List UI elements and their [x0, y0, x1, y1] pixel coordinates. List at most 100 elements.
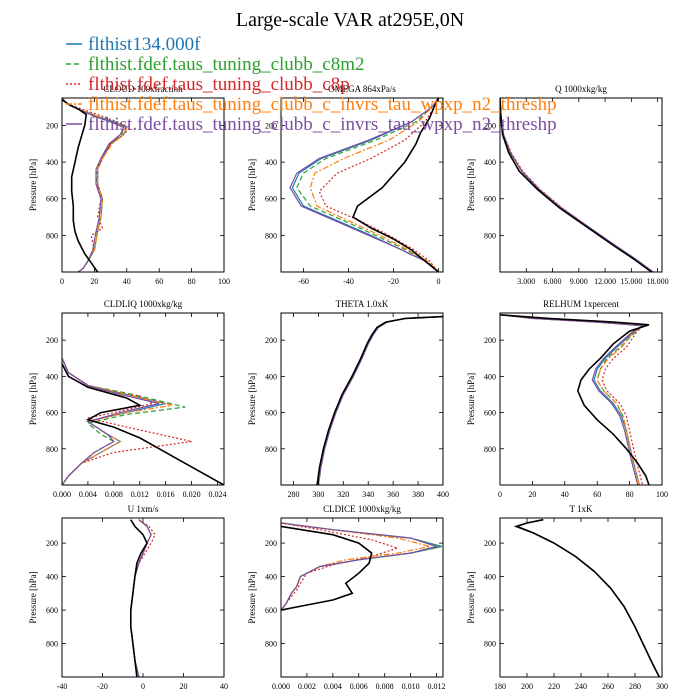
- series-line-3: [317, 316, 443, 485]
- panel-title: CLDICE 1000xkg/kg: [323, 504, 401, 514]
- legend-label: flthist.fdef.taus_tuning_clubb_c_invrs_t…: [88, 94, 557, 115]
- y-tick-label: 800: [265, 640, 277, 649]
- x-tick-label: -20: [97, 682, 108, 691]
- legend-entry-2: flthist.fdef.taus_tuning_clubb_c8p: [66, 74, 350, 95]
- x-tick-label: 12.000: [594, 277, 616, 286]
- x-tick-label: -40: [343, 277, 354, 286]
- x-tick-label: 400: [437, 490, 449, 499]
- series-line-2: [281, 522, 400, 611]
- series-group: [130, 519, 156, 677]
- series-line-0: [62, 358, 166, 485]
- panel-4: 280 300 320 340 360 380 400 200 400 600 800 Pressur…: [247, 299, 449, 499]
- y-tick-label: 800: [265, 231, 277, 240]
- x-tick-label: 0.012: [131, 490, 149, 499]
- x-tick-label: 80: [188, 277, 196, 286]
- legend-label: flthist.fdef.taus_tuning_clubb_c_invrs_t…: [88, 114, 557, 135]
- x-tick-label: 60: [593, 490, 601, 499]
- series-group: [316, 315, 443, 485]
- y-axis-label: Pressure [hPa]: [247, 159, 257, 211]
- series-line-4: [500, 314, 645, 485]
- y-tick-label: 800: [46, 445, 58, 454]
- x-tick-label: 0.006: [350, 682, 368, 691]
- x-tick-label: 0.020: [183, 490, 201, 499]
- series-line-4: [62, 98, 125, 272]
- panel-title: Q 1000xkg/kg: [555, 84, 607, 94]
- y-tick-label: 800: [46, 231, 58, 240]
- x-tick-label: -60: [298, 277, 309, 286]
- y-tick-label: 200: [46, 336, 58, 345]
- series-line-1: [296, 98, 439, 272]
- plot-frame: [280, 517, 444, 678]
- y-axis-label: Pressure [hPa]: [466, 159, 476, 211]
- x-tick-label: 0.012: [428, 682, 446, 691]
- x-tick-label: 360: [387, 490, 399, 499]
- y-tick-label: 400: [484, 372, 496, 381]
- series-line-5: [130, 519, 149, 677]
- series-group: [500, 314, 650, 485]
- y-tick-label: 400: [46, 372, 58, 381]
- panel-1: -60 -40 -20 0 200 400 600 800 Pressure [hPa] OMEG…: [247, 84, 444, 286]
- legend: flthist134.000fflthist.fdef.taus_tuning_…: [66, 34, 557, 135]
- legend-label: flthist.fdef.taus_tuning_clubb_c8m2: [88, 54, 365, 75]
- series-line-2: [317, 316, 443, 485]
- plot-frame: [61, 97, 225, 273]
- series-line-1: [515, 519, 660, 677]
- x-tick-label: 0: [437, 277, 441, 286]
- panel-3: 0.000 0.004 0.008 0.012 0.016 0.020 0.024 200 40…: [28, 299, 227, 499]
- y-tick-label: 400: [484, 158, 496, 167]
- panel-title: CLDLIQ 1000xkg/kg: [104, 299, 183, 309]
- plot-frame: [280, 97, 444, 273]
- series-line-5: [500, 98, 652, 272]
- x-tick-label: 3.000: [517, 277, 535, 286]
- y-tick-label: 800: [484, 445, 496, 454]
- x-tick-label: 100: [218, 277, 230, 286]
- x-tick-label: 20: [90, 277, 98, 286]
- plot-frame: [61, 312, 225, 486]
- panel-title: OMEGA 864xPa/s: [328, 84, 396, 94]
- y-tick-label: 400: [265, 158, 277, 167]
- series-line-4: [281, 522, 439, 611]
- series-line-2: [515, 519, 660, 677]
- y-tick-label: 600: [265, 195, 277, 204]
- series-line-4: [515, 519, 660, 677]
- series-line-1: [281, 522, 442, 611]
- x-tick-label: 0.004: [79, 490, 97, 499]
- x-tick-label: 100: [656, 490, 668, 499]
- series-line-0: [317, 316, 443, 485]
- x-tick-label: 18.000: [647, 277, 669, 286]
- series-group: [500, 98, 654, 272]
- x-tick-label: 320: [337, 490, 349, 499]
- series-line-4: [62, 358, 160, 485]
- x-tick-label: 0: [141, 682, 145, 691]
- series-line-0: [515, 519, 660, 677]
- x-tick-label: 0.002: [298, 682, 316, 691]
- x-tick-label: 0.024: [209, 490, 227, 499]
- series-line-3: [62, 98, 128, 272]
- x-tick-label: 40: [561, 490, 569, 499]
- panel-5: 0 20 40 60 80 100 200 400 600 800 Pressure [hPa] RE…: [466, 299, 668, 499]
- panel-2: 3.000 6.000 9.000 12.000 15.000 18.000 200 400 6…: [466, 84, 669, 286]
- y-tick-label: 200: [46, 121, 58, 130]
- panel-grid: 0 20 40 60 80 100 200 400 600 800 Pressure [hPa] CL…: [28, 84, 669, 691]
- legend-entry-4: flthist.fdef.taus_tuning_clubb_c_invrs_t…: [66, 114, 557, 135]
- y-tick-label: 600: [484, 195, 496, 204]
- x-tick-label: -20: [388, 277, 399, 286]
- y-axis-label: Pressure [hPa]: [247, 571, 257, 623]
- y-axis-label: Pressure [hPa]: [28, 571, 38, 623]
- y-tick-label: 600: [46, 409, 58, 418]
- x-tick-label: 9.000: [570, 277, 588, 286]
- series-group: [289, 98, 440, 272]
- y-tick-label: 200: [265, 121, 277, 130]
- legend-entry-1: flthist.fdef.taus_tuning_clubb_c8m2: [66, 54, 365, 75]
- series-line-0: [281, 522, 442, 611]
- x-tick-label: 0.010: [402, 682, 420, 691]
- series-line-5: [62, 99, 99, 272]
- y-tick-label: 400: [46, 158, 58, 167]
- panel-title: U 1xm/s: [128, 504, 159, 514]
- y-tick-label: 800: [484, 231, 496, 240]
- series-group: [513, 518, 661, 677]
- y-axis-label: Pressure [hPa]: [28, 159, 38, 211]
- series-line-5: [500, 314, 650, 485]
- legend-entry-0: flthist134.000f: [66, 34, 201, 55]
- x-tick-label: 6.000: [544, 277, 562, 286]
